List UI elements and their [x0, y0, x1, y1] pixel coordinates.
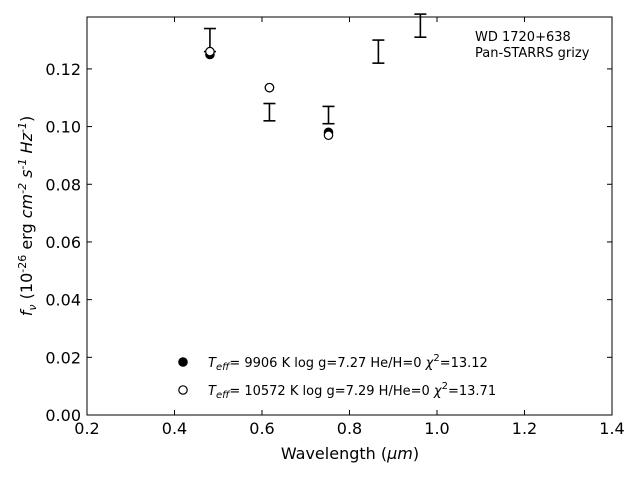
y-tick-label: 0.04 — [45, 291, 81, 310]
y-axis-label-part: ν — [26, 304, 39, 310]
x-tick-label: 0.6 — [249, 419, 274, 438]
y-tick-label: 0.12 — [45, 60, 81, 79]
legend-chi-symbol: χ — [433, 384, 443, 399]
legend-teff-value: = 9906 K log g=7.27 He/H=0 — [229, 356, 425, 371]
y-tick-label: 0.00 — [45, 406, 81, 425]
x-tick-label: 0.8 — [337, 419, 362, 438]
y-axis-label-part: ) — [17, 116, 36, 122]
y-axis-label-part: Hz — [17, 132, 36, 158]
y-axis-label-part: s — [17, 170, 36, 183]
x-tick-label: 0.2 — [74, 419, 99, 438]
model-point-open — [205, 46, 215, 57]
legend-teff-symbol: T — [208, 356, 217, 371]
legend-marker-filled — [178, 357, 188, 367]
errorbar — [322, 105, 335, 125]
y-tick-label: 0.10 — [45, 118, 81, 137]
y-axis-label-part: -1 — [16, 159, 29, 170]
y-axis-label-part: erg — [17, 218, 36, 254]
observed-errorbars — [203, 13, 427, 125]
y-axis-label-part: f — [17, 308, 36, 316]
x-tick-label: 0.4 — [162, 419, 187, 438]
legend-entry: Teff= 9906 K log g=7.27 He/H=0 χ2=13.12 — [208, 353, 488, 373]
x-tick-label: 1.4 — [599, 419, 624, 438]
y-tick-label: 0.08 — [45, 175, 81, 194]
x-axis-label-main: Wavelength ( — [281, 444, 387, 463]
y-tick-label: 0.02 — [45, 348, 81, 367]
errorbar — [263, 102, 276, 122]
y-axis-label-part: -1 — [16, 122, 29, 133]
x-axis-label: Wavelength (μm) — [281, 444, 419, 463]
y-tick-label: 0.06 — [45, 233, 81, 252]
legend-chi-value: =13.71 — [448, 384, 496, 399]
legend: Teff= 9906 K log g=7.27 He/H=0 χ2=13.12T… — [178, 353, 496, 401]
x-axis-label-close: ) — [413, 444, 419, 463]
annotation-line-1: WD 1720+638 — [475, 30, 571, 45]
axis-ticks: 0.2 0.4 0.6 0.8 1.0 1.2 1.4 0.00 0.02 0.04 0.06 0.0… — [45, 17, 625, 438]
legend-chi-value: =13.12 — [440, 356, 488, 371]
y-axis-label: fν (10-26 erg cm-2 s-1 Hz-1) — [16, 116, 39, 316]
model-point-open — [264, 82, 275, 93]
errorbar — [372, 39, 385, 64]
x-tick-label: 1.0 — [424, 419, 449, 438]
model-point-open — [323, 130, 334, 141]
legend-teff-sub: eff — [216, 362, 231, 373]
y-axis-label-part: (10 — [17, 273, 36, 305]
legend-chi-symbol: χ — [425, 356, 435, 371]
y-axis-label-part: -2 — [16, 183, 29, 194]
x-axis-label-unit: μm — [386, 444, 413, 463]
errorbar — [414, 13, 427, 38]
legend-teff-symbol: T — [208, 384, 217, 399]
legend-chi-sup: 2 — [433, 353, 439, 364]
annotation-line-2: Pan-STARRS grizy — [475, 46, 590, 61]
legend-chi-sup: 2 — [442, 381, 448, 392]
y-axis-label-part: -26 — [16, 255, 29, 273]
y-axis-label-part: cm — [17, 194, 36, 218]
legend-marker-open — [178, 385, 188, 395]
legend-entry: Teff= 10572 K log g=7.29 H/He=0 χ2=13.71 — [208, 381, 496, 401]
legend-teff-value: = 10572 K log g=7.29 H/He=0 — [229, 384, 434, 399]
model-points — [205, 46, 334, 141]
legend-teff-sub: eff — [216, 390, 231, 401]
x-tick-label: 1.2 — [512, 419, 537, 438]
